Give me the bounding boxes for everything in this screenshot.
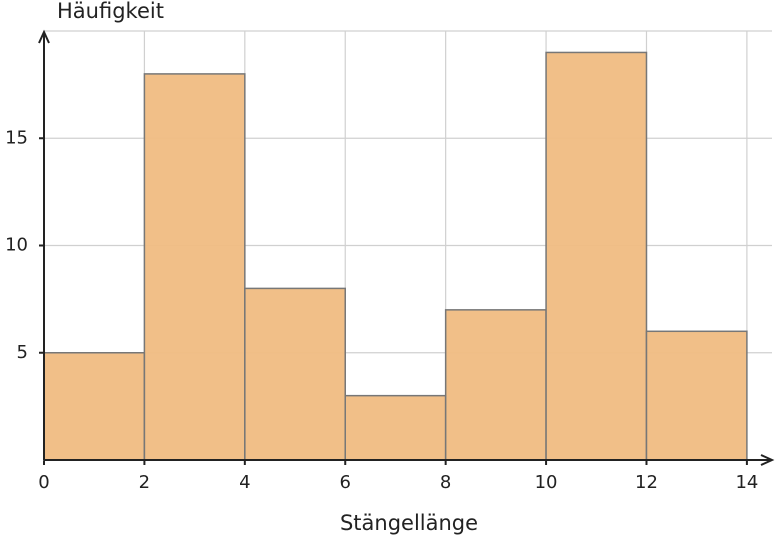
x-axis-label: Stängellänge [340, 511, 478, 535]
x-tick-label: 10 [535, 472, 558, 493]
bar [645, 330, 748, 461]
x-tick-label: 4 [239, 472, 250, 493]
bar [344, 394, 447, 461]
bar [545, 51, 648, 461]
x-tick-label: 8 [440, 472, 451, 493]
x-tick-label: 14 [735, 472, 758, 493]
x-tick-label: 0 [38, 472, 49, 493]
x-axis [44, 454, 775, 466]
y-tick-label: 15 [5, 127, 28, 148]
bar [444, 309, 547, 461]
bar [244, 287, 346, 461]
bar [43, 352, 146, 461]
x-tick-label: 2 [139, 472, 150, 493]
y-axis [38, 29, 50, 460]
x-tick-label: 12 [635, 472, 658, 493]
y-tick-label: 5 [17, 342, 28, 363]
y-axis-label: Häufigkeit [57, 0, 164, 23]
bar [143, 73, 246, 461]
y-tick-label: 10 [5, 235, 28, 256]
x-tick-label: 6 [340, 472, 351, 493]
